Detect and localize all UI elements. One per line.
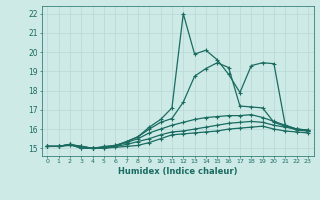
X-axis label: Humidex (Indice chaleur): Humidex (Indice chaleur) — [118, 167, 237, 176]
